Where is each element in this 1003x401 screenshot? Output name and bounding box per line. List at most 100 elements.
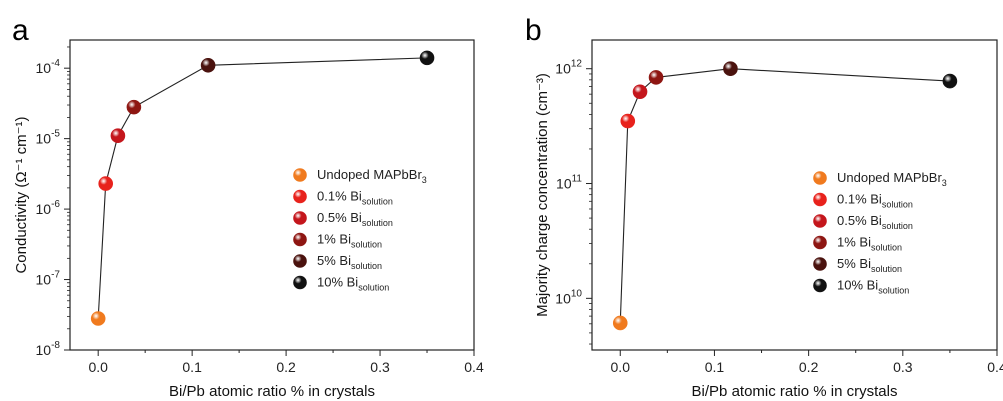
legend-label: 5% Bisolution (837, 256, 902, 274)
y-tick-base: 10 (36, 131, 52, 147)
y-tick-exponent: 10 (571, 288, 583, 299)
y-tick-exponent: -8 (51, 340, 60, 351)
legend-marker (293, 254, 307, 268)
legend-label: 0.1% Bisolution (837, 192, 913, 210)
legend-marker (813, 171, 827, 185)
legend-label: 10% Bisolution (837, 278, 909, 296)
legend-label-main: 5% Bi (837, 256, 871, 271)
legend-label-subscript: solution (362, 218, 393, 228)
y-tick-base: 10 (36, 272, 52, 288)
legend-label-subscript: solution (362, 197, 393, 207)
legend-label-subscript: solution (871, 243, 902, 253)
legend-marker (813, 235, 827, 250)
legend-label-main: 5% Bi (317, 253, 351, 268)
legend-label-subscript: solution (882, 200, 913, 210)
legend-marker (813, 214, 827, 228)
y-tick-base: 10 (36, 342, 52, 358)
legend-label: 1% Bisolution (317, 232, 382, 250)
x-tick-label: 0.2 (276, 359, 296, 375)
legend-label-subscript: solution (882, 221, 913, 231)
y-tick-label: 10-7 (36, 270, 61, 288)
x-axis-title: Bi/Pb atomic ratio % in crystals (692, 383, 898, 400)
legend-marker (293, 211, 307, 225)
data-point (620, 113, 636, 129)
panel-label: a (12, 14, 29, 47)
legend-marker (813, 278, 827, 293)
y-tick-base: 10 (36, 60, 52, 76)
y-tick-exponent: -4 (51, 58, 60, 69)
legend-label-subscript: solution (351, 261, 382, 271)
legend-marker (293, 275, 307, 290)
legend-label-main: Undoped MAPbBr (317, 167, 422, 182)
legend-label-main: 0.5% Bi (837, 213, 882, 228)
y-tick-base: 10 (556, 176, 572, 192)
data-point (942, 73, 958, 89)
y-tick-label: 10-4 (36, 58, 61, 76)
y-tick-base: 10 (555, 61, 571, 77)
legend-marker (813, 257, 827, 271)
legend-label-subscript: solution (878, 286, 909, 296)
legend-marker (293, 232, 307, 247)
x-tick-label: 0.4 (987, 359, 1003, 375)
legend-label-main: 1% Bi (837, 235, 871, 250)
x-tick-label: 0.1 (705, 359, 725, 375)
legend-label-subscript: solution (351, 240, 382, 250)
data-point (632, 84, 648, 100)
legend-label: 0.5% Bisolution (837, 213, 913, 231)
legend-label: 0.5% Bisolution (317, 210, 393, 228)
y-tick-label: 10-6 (36, 199, 61, 217)
y-tick-base: 10 (36, 201, 52, 217)
legend-label: Undoped MAPbBr3 (837, 170, 947, 188)
legend-marker (293, 168, 307, 182)
plot-frame (591, 39, 998, 351)
y-tick-exponent: -7 (51, 270, 60, 281)
y-tick-label: 1012 (555, 59, 582, 77)
y-tick-label: 1010 (555, 288, 582, 306)
legend-label-subscript: 3 (422, 175, 427, 185)
panel-label: b (525, 14, 542, 47)
data-point (110, 128, 126, 144)
x-axis-title: Bi/Pb atomic ratio % in crystals (169, 383, 375, 400)
legend-label-main: Undoped MAPbBr (837, 170, 942, 185)
series-line (97, 57, 428, 319)
x-tick-label: 0.4 (464, 359, 484, 375)
y-tick-exponent: 12 (571, 59, 583, 70)
y-tick-label: 1011 (556, 174, 582, 192)
legend-label-subscript: solution (358, 283, 389, 293)
y-tick-exponent: -5 (51, 129, 60, 140)
data-point (200, 57, 216, 73)
legend-label: 10% Bisolution (317, 275, 389, 293)
legend-label-subscript: solution (871, 264, 902, 274)
legend-label-main: 0.5% Bi (317, 210, 362, 225)
series-line (619, 68, 950, 324)
legend-label: 1% Bisolution (837, 235, 902, 253)
legend-label-main: 10% Bi (837, 278, 878, 293)
plot-frame (69, 39, 475, 351)
data-point (612, 315, 628, 331)
x-tick-label: 0.1 (182, 359, 202, 375)
data-point (126, 99, 142, 115)
legend-label-main: 10% Bi (317, 275, 358, 290)
legend-label: Undoped MAPbBr3 (317, 167, 427, 185)
data-point (419, 50, 435, 66)
legend-label: 5% Bisolution (317, 253, 382, 271)
legend-label-subscript: 3 (942, 178, 947, 188)
data-point (723, 61, 738, 77)
chart-panel-a: a0.0 0.1 0.2 0.3 0.410-810-710-610-510-4Bi/P… (12, 14, 484, 400)
legend-label-main: 0.1% Bi (317, 189, 362, 204)
data-point (98, 176, 114, 191)
x-tick-label: 0.3 (893, 359, 913, 375)
data-point (90, 311, 106, 326)
x-tick-label: 0.0 (88, 359, 108, 375)
legend-label: 0.1% Bisolution (317, 189, 393, 207)
y-tick-exponent: 11 (572, 174, 583, 185)
y-tick-label: 10-5 (36, 129, 61, 147)
y-axis-title: Majority charge concentration (cm⁻³) (534, 73, 551, 317)
legend-label-main: 1% Bi (317, 232, 351, 247)
data-point (648, 70, 664, 85)
y-tick-exponent: -6 (51, 199, 60, 210)
